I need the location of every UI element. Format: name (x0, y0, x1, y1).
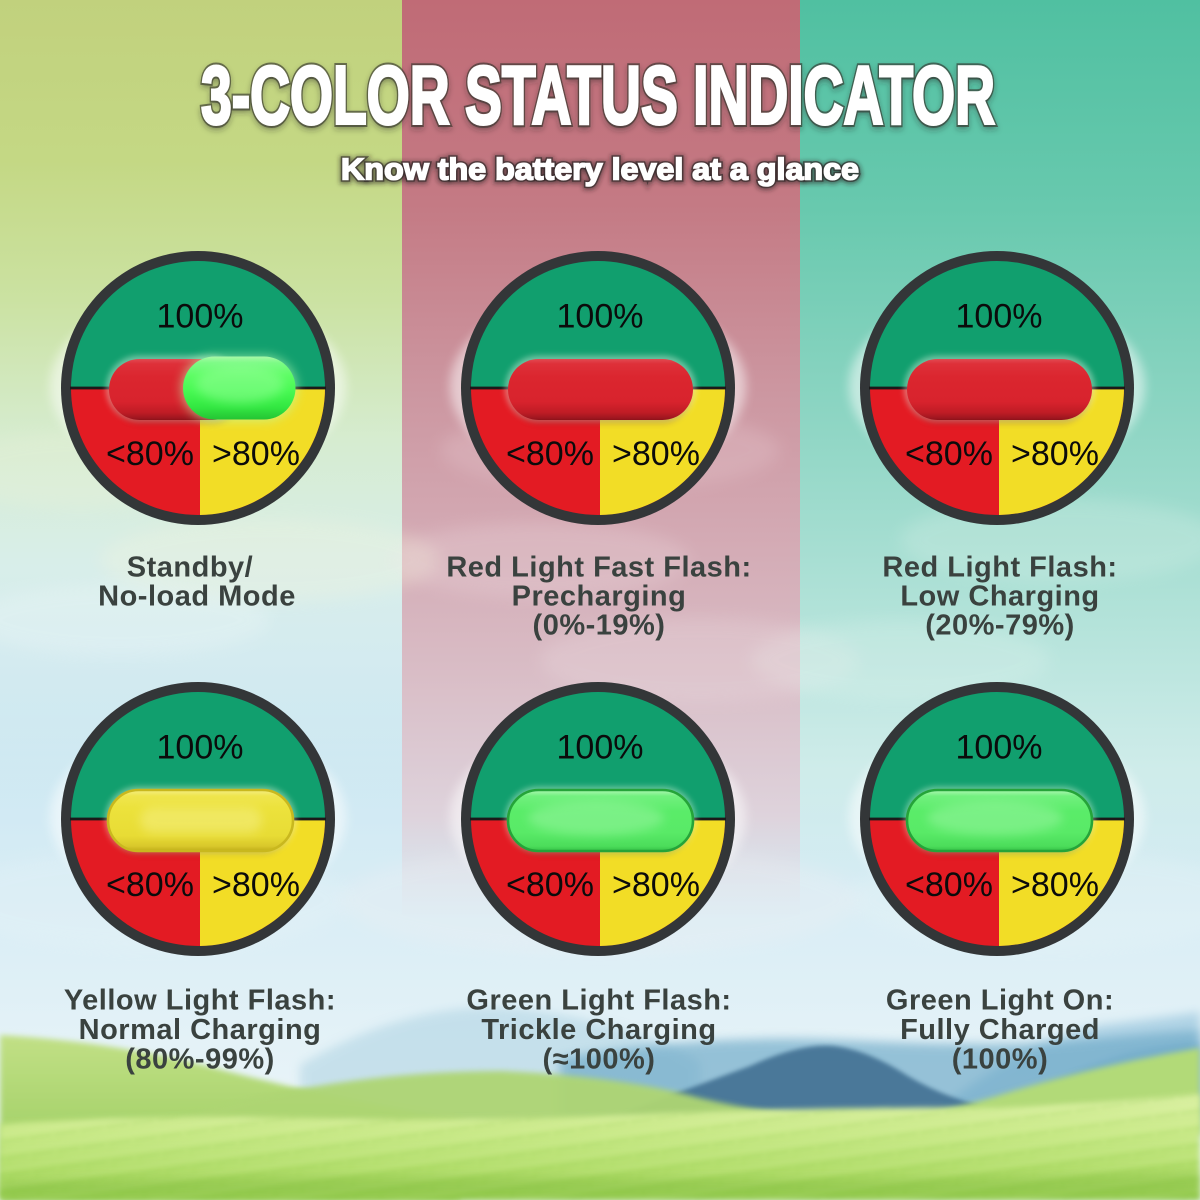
svg-text:(20%-79%): (20%-79%) (925, 610, 1075, 642)
svg-text:3-COLOR STATUS INDICATOR: 3-COLOR STATUS INDICATOR (201, 49, 995, 142)
svg-text:Standby/: Standby/ (127, 552, 253, 584)
svg-text:Low Charging: Low Charging (900, 581, 1099, 613)
svg-text:Know the battery level at a gl: Know the battery level at a glance (341, 152, 859, 187)
svg-text:No-load Mode: No-load Mode (98, 581, 296, 613)
svg-text:(0%-19%): (0%-19%) (533, 610, 666, 642)
svg-text:Know the battery level at a gl: Know the battery level at a glance (341, 152, 859, 187)
svg-text:Yellow Light Flash:: Yellow Light Flash: (64, 985, 336, 1017)
svg-text:(100%): (100%) (952, 1044, 1049, 1076)
svg-text:3-COLOR STATUS INDICATOR: 3-COLOR STATUS INDICATOR (201, 49, 995, 142)
svg-text:Fully Charged: Fully Charged (900, 1014, 1100, 1046)
svg-text:Know the battery level at a gl: Know the battery level at a glance (341, 153, 859, 188)
svg-text:Green Light On:: Green Light On: (886, 985, 1114, 1017)
svg-text:Precharging: Precharging (512, 581, 687, 613)
svg-text:Trickle Charging: Trickle Charging (481, 1014, 716, 1046)
svg-text:Red Light Fast Flash:: Red Light Fast Flash: (446, 552, 751, 584)
svg-text:Green Light Flash:: Green Light Flash: (466, 985, 731, 1017)
svg-text:(≈100%): (≈100%) (543, 1044, 656, 1076)
svg-text:Red Light Flash:: Red Light Flash: (882, 552, 1117, 584)
svg-text:Normal Charging: Normal Charging (79, 1014, 322, 1046)
svg-text:(80%-99%): (80%-99%) (125, 1044, 275, 1076)
